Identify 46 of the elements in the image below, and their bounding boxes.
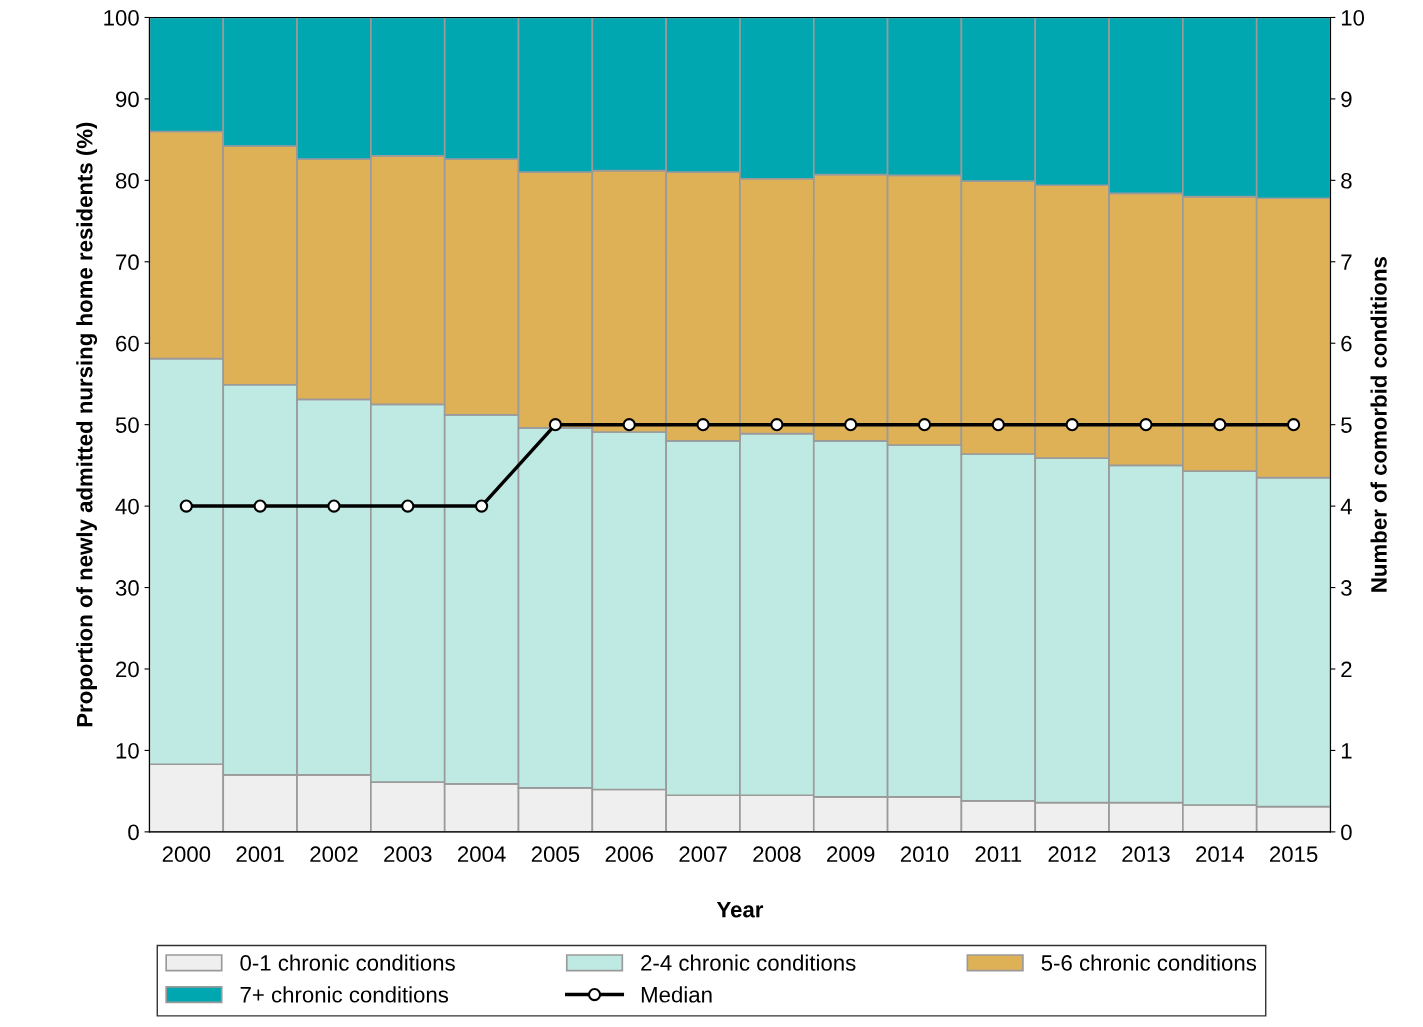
legend-label: 2-4 chronic conditions bbox=[641, 954, 856, 971]
y2-tick-label: 6 bbox=[1341, 335, 1352, 352]
y-tick-label: 30 bbox=[115, 580, 139, 596]
legend-label: 0-1 chronic conditions bbox=[240, 954, 455, 971]
y2-tick-label: 2 bbox=[1341, 661, 1352, 678]
x-axis-title: Year bbox=[716, 902, 764, 918]
x-tick-label: 2013 bbox=[1122, 846, 1170, 863]
x-tick-label: 2011 bbox=[975, 846, 1022, 863]
x-tick-label: 2003 bbox=[384, 846, 432, 863]
x-tick-label: 2008 bbox=[753, 846, 801, 863]
legend-label: Median bbox=[641, 986, 712, 1003]
y-tick-label: 60 bbox=[116, 335, 139, 352]
x-tick-label: 2001 bbox=[236, 846, 284, 863]
x-tick-label: 2010 bbox=[900, 846, 949, 863]
x-tick-label: 2005 bbox=[531, 846, 580, 863]
y2-tick-label: 5 bbox=[1341, 417, 1352, 433]
y-tick-label: 80 bbox=[115, 172, 139, 189]
y-tick-label: 10 bbox=[116, 742, 139, 759]
x-tick-label: 2002 bbox=[310, 846, 358, 863]
x-tick-label: 2009 bbox=[827, 846, 875, 863]
y-tick-label: 20 bbox=[116, 661, 139, 678]
y2-tick-label: 9 bbox=[1341, 91, 1352, 108]
y-tick-label: 50 bbox=[115, 417, 139, 433]
x-tick-label: 2000 bbox=[162, 846, 211, 863]
x-tick-label: 2007 bbox=[679, 846, 727, 863]
y2-tick-label: 8 bbox=[1341, 172, 1352, 189]
y2-tick-label: 0 bbox=[1341, 824, 1352, 841]
y2-axis-title: Number of comorbid conditions bbox=[1370, 257, 1387, 592]
y2-tick-label: 10 bbox=[1341, 9, 1365, 26]
x-tick-label: 2015 bbox=[1270, 846, 1318, 863]
y2-tick-label: 4 bbox=[1340, 498, 1352, 515]
x-tick-label: 2006 bbox=[605, 846, 653, 863]
y-tick-label: 40 bbox=[115, 498, 139, 515]
y-tick-label: 90 bbox=[116, 91, 139, 108]
legend-label: 7+ chronic conditions bbox=[240, 986, 449, 1003]
y2-tick-label: 3 bbox=[1341, 580, 1352, 596]
y2-tick-label: 1 bbox=[1341, 743, 1352, 759]
y2-tick-label: 7 bbox=[1341, 254, 1352, 270]
x-tick-label: 2012 bbox=[1048, 846, 1096, 863]
x-tick-label: 2004 bbox=[458, 846, 506, 863]
y-tick-label: 70 bbox=[116, 254, 139, 271]
y-tick-label: 100 bbox=[104, 9, 139, 26]
legend-label: 5-6 chronic conditions bbox=[1041, 954, 1257, 971]
x-tick-label: 2014 bbox=[1196, 846, 1244, 863]
y-axis-title: Proportion of newly admitted nursing home residents (%) bbox=[76, 122, 98, 727]
y-tick-label: 0 bbox=[128, 824, 139, 841]
